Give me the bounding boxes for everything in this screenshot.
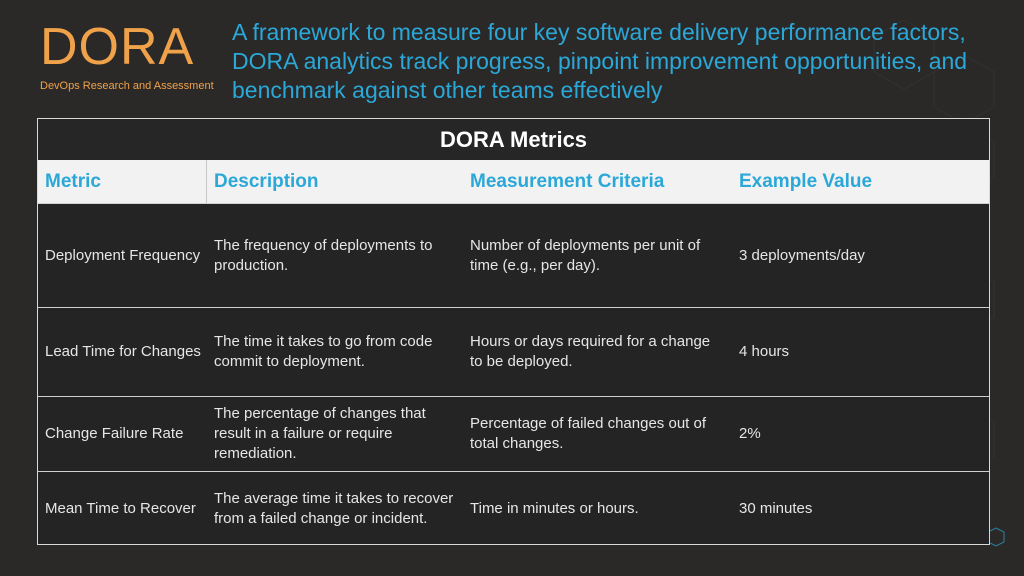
cell-metric: Mean Time to Recover [45,499,196,517]
cell-description: The percentage of changes that result in… [214,405,426,462]
cell-description: The time it takes to go from code commit… [214,333,433,370]
table-row: Deployment Frequency The frequency of de… [38,203,989,307]
cell-criteria: Percentage of failed changes out of tota… [470,415,707,452]
cell-example: 2% [739,425,761,442]
cell-description: The average time it takes to recover fro… [214,489,454,527]
cell-description: The frequency of deployments to producti… [214,236,433,274]
logo-title: DORA [40,18,195,76]
cell-metric: Deployment Frequency [45,246,201,264]
cell-example: 3 deployments/day [739,246,865,264]
cell-criteria: Number of deployments per unit of time (… [470,236,701,274]
table-header-row: Metric Description Measurement Criteria … [38,160,989,203]
cell-metric: Change Failure Rate [45,425,184,442]
header-example-value: Example Value [739,171,873,192]
header-description: Description [214,171,319,192]
cell-example: 4 hours [739,343,790,360]
table-title: DORA Metrics [38,119,989,160]
table-row: Change Failure Rate The percentage of ch… [38,396,989,471]
cell-example: 30 minutes [739,499,813,517]
table-row: Lead Time for Changes The time it takes … [38,307,989,396]
cell-criteria: Time in minutes or hours. [470,499,639,517]
dora-logo: DORA DevOps Research and Assessment [40,16,230,92]
header-metric: Metric [38,160,207,203]
headline-text: A framework to measure four key software… [232,19,968,103]
logo-subtitle: DevOps Research and Assessment [40,80,214,92]
cell-metric: Lead Time for Changes [45,343,201,360]
table-row: Mean Time to Recover The average time it… [38,471,989,545]
cell-criteria: Hours or days required for a change to b… [470,333,711,370]
dora-metrics-table: DORA Metrics Metric Description Measurem… [37,118,990,545]
header-measurement-criteria: Measurement Criteria [470,171,665,192]
